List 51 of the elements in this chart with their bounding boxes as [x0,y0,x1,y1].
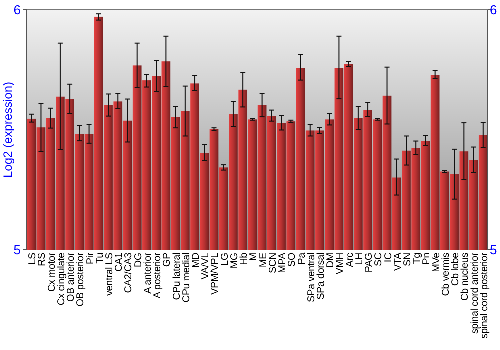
x-tick-label: LH [354,253,366,266]
y2-tick-label: 5 [490,242,498,258]
x-tick-label: ME [258,252,270,268]
x-tick-label: CPu medial [181,253,192,303]
x-tick-label: SCN [268,253,279,274]
y-axis-title: Log2 (expression) [1,82,15,178]
x-tick-label: Cx cingulate [56,252,68,306]
x-tick-label: Cb vermis [440,252,452,296]
x-tick-label: Arc [344,252,356,268]
x-tick-label: LG [220,252,231,266]
x-tick-label: Pa [296,252,308,265]
x-tick-label: OB anterior [66,252,78,302]
x-tick-label: PAG [364,252,376,273]
x-tick-label: A anterior [142,252,154,294]
x-tick-label: Hb [239,252,250,266]
x-tick-label: SN [402,253,414,266]
x-tick-label: CA1 [114,252,126,272]
x-tick-label: MPA [278,252,289,274]
x-tick-label: Pn [422,253,433,265]
x-tick-label: Tg [412,253,424,264]
x-tick-label: Cx motor [46,252,58,292]
x-tick-label: VA/VL [200,252,212,280]
x-tick-label: RS [37,252,48,266]
x-tick-label: GP [162,252,174,268]
x-tick-label: DM [326,253,337,268]
x-tick-label: spinal cord posterior [479,252,490,339]
x-tick-label: MG [229,252,240,269]
x-tick-label: CA2/CA3 [124,252,135,294]
x-tick-label: SPa ventral [306,253,318,302]
y2-tick-label: 6 [490,2,498,18]
x-tick-label: Cb lobe [450,252,462,286]
x-tick-label: DG [133,252,144,268]
x-tick-label: CPu lateral [172,253,183,300]
x-tick-label: SC [374,253,385,266]
x-tick-label: LS [28,252,39,265]
x-tick-label: ventral LS [104,252,116,296]
x-tick-label: VPM/VPL [210,252,222,295]
x-tick-label: VTA [392,252,404,272]
x-tick-label: Tu [94,253,106,264]
x-tick-label: Cb nucleus [460,252,472,302]
x-tick-label: MD [191,253,202,268]
x-tick-label: SO [287,252,298,268]
x-tick-label: A posterior [152,252,164,299]
x-tick-label: OB posterior [76,252,87,307]
x-tick-label: SPa dorsal [316,253,327,300]
x-tick-label: Pir [85,252,96,265]
x-tick-label: spinal cord anterior [470,252,481,334]
x-tick-label: IC [383,253,394,263]
x-tick-label: MVe [431,252,442,272]
x-tick-label: M [248,253,260,262]
x-tick-label: VMH [335,253,346,275]
